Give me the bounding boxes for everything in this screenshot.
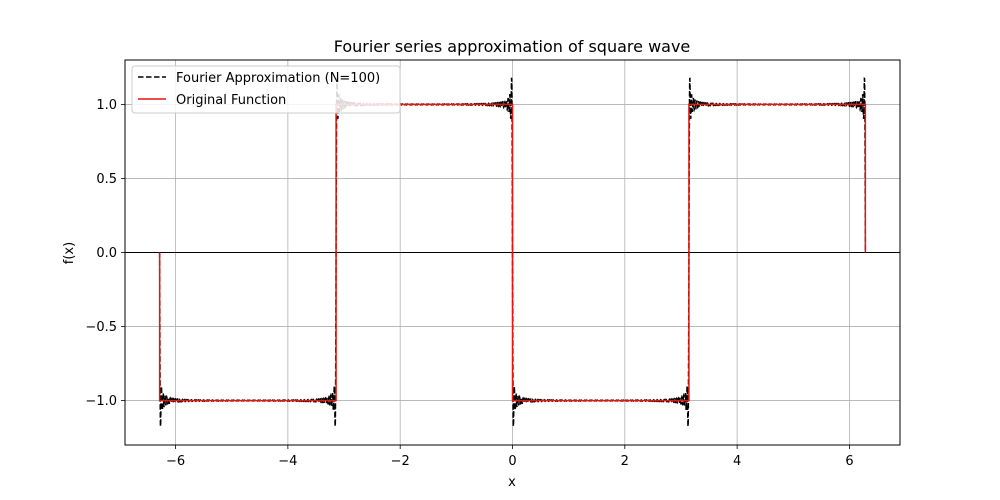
legend-label-original: Original Function <box>176 93 286 108</box>
x-tick-label: 2 <box>621 454 629 469</box>
y-tick-label: 0.0 <box>96 246 117 261</box>
legend-label-fourier: Fourier Approximation (N=100) <box>176 71 380 86</box>
x-tick-label: 0 <box>508 454 516 469</box>
series-original-function <box>158 103 867 402</box>
y-axis-label: f(x) <box>62 242 77 264</box>
x-tick-label: 6 <box>845 454 853 469</box>
x-axis-label: x <box>508 475 516 490</box>
y-tick-label: 0.5 <box>96 172 117 187</box>
y-tick-label: 1.0 <box>96 98 117 113</box>
legend: Fourier Approximation (N=100) Original F… <box>131 65 401 114</box>
legend-box <box>131 65 401 114</box>
series-layer <box>125 76 900 429</box>
x-tick-label: −6 <box>166 454 185 469</box>
y-tick-label: −1.0 <box>85 394 117 409</box>
ticks: −6 −4 −2 0 2 4 6 −1.0 −0.5 0.0 0.5 1.0 <box>85 98 853 469</box>
x-tick-label: −4 <box>278 454 297 469</box>
x-tick-label: −2 <box>391 454 410 469</box>
y-tick-label: −0.5 <box>85 320 117 335</box>
x-tick-label: 4 <box>733 454 741 469</box>
chart-title: Fourier series approximation of square w… <box>334 37 691 56</box>
